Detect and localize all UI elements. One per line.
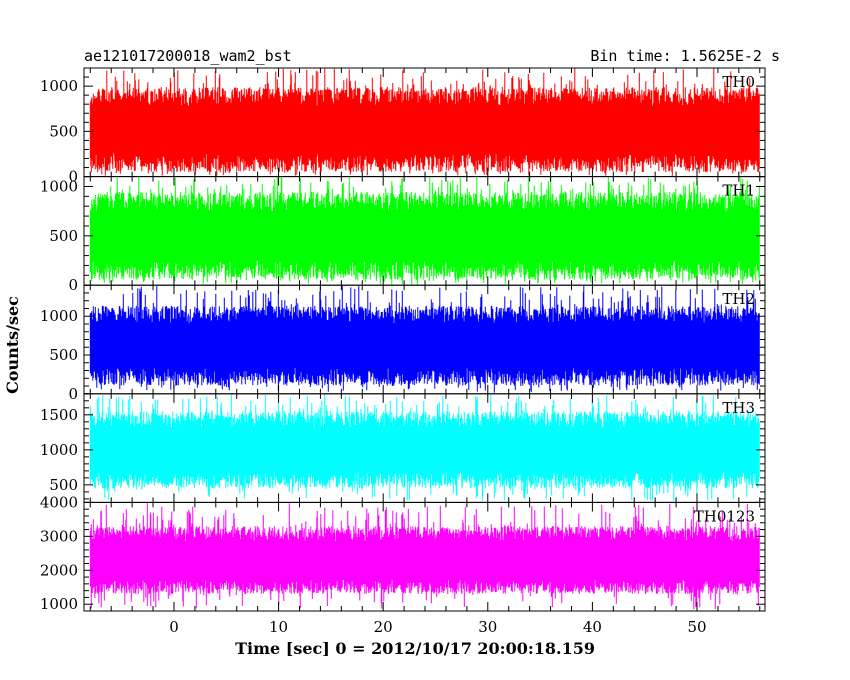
panel-th1: 0 500 1000 TH1 [40, 176, 766, 294]
x-tick-label: 30 [478, 618, 497, 636]
series-th3 [89, 394, 760, 501]
x-tick-label: 50 [687, 618, 706, 636]
panel-th0: 0 500 1000 TH0 [40, 67, 766, 186]
y-tick-label: 500 [49, 122, 78, 140]
series-th0 [89, 68, 760, 176]
y-tick-label: 1000 [40, 441, 78, 459]
y-tick-label: 0 [68, 276, 78, 294]
x-tick-label: 0 [169, 618, 179, 636]
chart-subtitle: Bin time: 1.5625E-2 s [590, 47, 780, 65]
y-tick-label: 4000 [40, 493, 78, 511]
series-label-th0123: TH0123 [694, 507, 755, 525]
series-label-th3: TH3 [722, 399, 755, 417]
series-th0123 [89, 502, 760, 610]
x-tick-label: 10 [269, 618, 288, 636]
y-tick-label: 500 [49, 346, 78, 364]
panel-th0123: 1000 2000 3000 4000 TH0123 [40, 493, 766, 613]
y-tick-label: 500 [49, 476, 78, 494]
y-tick-label: 0 [68, 168, 78, 186]
y-tick-label: 1000 [40, 77, 78, 95]
chart-title: ae121017200018_wam2_bst [84, 47, 292, 65]
series-label-th2: TH2 [722, 290, 755, 308]
series-th2 [89, 285, 760, 393]
series-label-th0: TH0 [722, 73, 755, 91]
x-axis-label: Time [sec] 0 = 2012/10/17 20:00:18.159 [235, 639, 595, 658]
x-tick-label: 40 [583, 618, 602, 636]
y-tick-label: 0 [68, 385, 78, 403]
y-tick-label: 1000 [40, 177, 78, 195]
series-th1 [89, 176, 760, 285]
x-tick-label: 20 [374, 618, 393, 636]
y-tick-label: 1000 [40, 595, 78, 613]
series-label-th1: TH1 [722, 182, 755, 200]
panel-th2: 0 500 1000 TH2 [40, 284, 766, 403]
panel-th3: 500 1000 1500 TH3 [40, 393, 766, 503]
y-tick-label: 1000 [40, 307, 78, 325]
y-tick-label: 3000 [40, 527, 78, 545]
y-axis-label: Counts/sec [3, 296, 22, 394]
y-tick-label: 1500 [40, 406, 78, 424]
y-tick-label: 2000 [40, 561, 78, 579]
y-tick-label: 500 [49, 227, 78, 245]
